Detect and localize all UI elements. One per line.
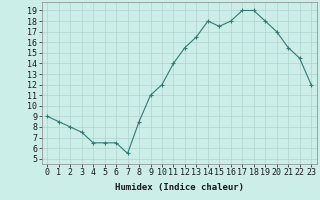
X-axis label: Humidex (Indice chaleur): Humidex (Indice chaleur) <box>115 183 244 192</box>
